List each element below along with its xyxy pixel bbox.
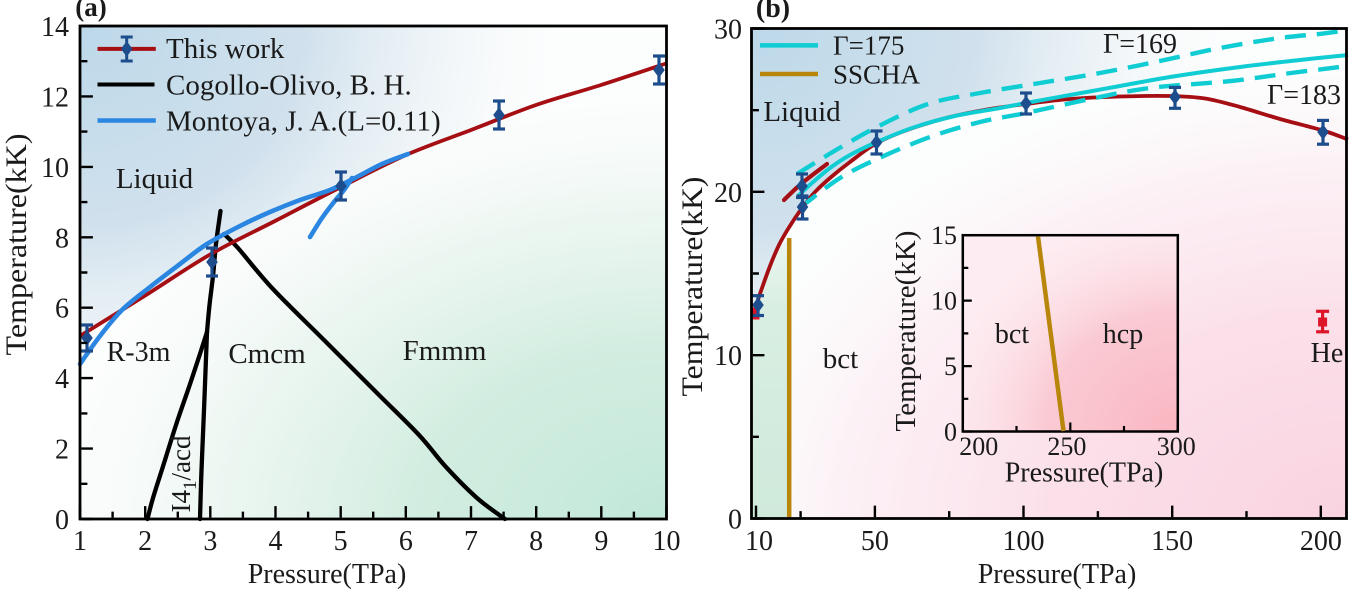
svg-text:1: 1 (73, 526, 87, 557)
svg-text:(b): (b) (756, 0, 790, 24)
svg-text:0: 0 (944, 418, 957, 447)
svg-text:7: 7 (464, 526, 478, 557)
svg-text:0: 0 (728, 505, 742, 536)
svg-text:Cogollo-Olivo, B. H.: Cogollo-Olivo, B. H. (166, 70, 412, 102)
svg-text:30: 30 (714, 15, 742, 46)
svg-text:20: 20 (714, 178, 742, 209)
svg-text:Pressure(TPa): Pressure(TPa) (978, 559, 1137, 590)
svg-text:SSCHA: SSCHA (833, 60, 921, 90)
svg-text:100: 100 (1003, 526, 1045, 557)
svg-text:8: 8 (55, 223, 69, 254)
svg-text:4: 4 (55, 364, 69, 395)
svg-text:6: 6 (399, 526, 413, 557)
svg-text:10: 10 (41, 153, 69, 184)
svg-text:Γ=183: Γ=183 (1267, 80, 1341, 111)
svg-text:10: 10 (745, 526, 773, 557)
svg-text:Pressure(TPa): Pressure(TPa) (248, 559, 407, 590)
svg-text:5: 5 (944, 352, 957, 381)
svg-text:2: 2 (138, 526, 152, 557)
svg-text:300: 300 (1157, 432, 1196, 461)
svg-text:R-3m: R-3m (107, 337, 171, 368)
svg-text:bct: bct (995, 319, 1029, 350)
svg-text:Pressure(TPa): Pressure(TPa) (1005, 458, 1164, 489)
svg-text:10: 10 (653, 526, 681, 557)
svg-text:250: 250 (1047, 432, 1086, 461)
svg-text:Fmmm: Fmmm (403, 335, 487, 367)
svg-text:I41/acd: I41/acd (166, 435, 201, 512)
svg-text:Γ=175: Γ=175 (833, 31, 904, 61)
svg-text:Liquid: Liquid (763, 96, 841, 128)
svg-text:Montoya, J. A.(L=0.11): Montoya, J. A.(L=0.11) (166, 106, 441, 138)
svg-text:(a): (a) (75, 0, 106, 22)
svg-text:200: 200 (959, 432, 998, 461)
svg-text:8: 8 (529, 526, 543, 557)
svg-text:9: 9 (594, 526, 608, 557)
svg-text:10: 10 (714, 341, 742, 372)
svg-text:5: 5 (334, 526, 348, 557)
svg-text:Temperature(kK): Temperature(kK) (890, 231, 922, 432)
svg-text:2: 2 (55, 435, 69, 466)
svg-text:14: 14 (41, 12, 69, 43)
svg-text:Cmcm: Cmcm (228, 338, 306, 370)
svg-text:6: 6 (55, 294, 69, 325)
svg-text:150: 150 (1151, 526, 1193, 557)
svg-text:15: 15 (931, 221, 957, 250)
svg-text:200: 200 (1300, 526, 1342, 557)
svg-text:Temperature(kK): Temperature(kK) (0, 134, 33, 356)
svg-text:This work: This work (166, 33, 285, 65)
svg-text:4: 4 (269, 526, 283, 557)
svg-text:50: 50 (861, 526, 889, 557)
svg-text:3: 3 (203, 526, 217, 557)
svg-text:hcp: hcp (1103, 319, 1143, 350)
svg-text:Temperature(kK): Temperature(kK) (676, 177, 709, 397)
svg-text:He: He (1311, 338, 1344, 369)
svg-text:Γ=169: Γ=169 (1103, 29, 1177, 60)
svg-text:10: 10 (931, 287, 957, 316)
svg-text:12: 12 (41, 82, 69, 113)
svg-text:bct: bct (823, 343, 858, 375)
svg-text:0: 0 (55, 505, 69, 536)
svg-text:Liquid: Liquid (116, 163, 194, 195)
